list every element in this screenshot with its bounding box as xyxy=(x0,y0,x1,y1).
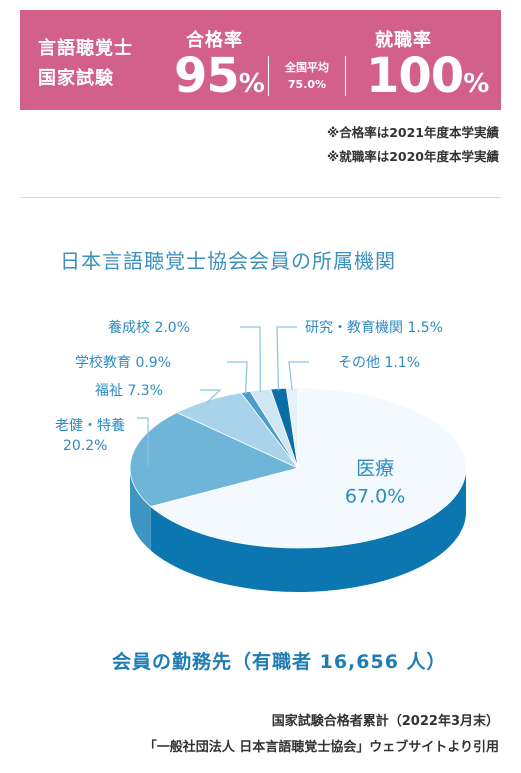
leader-その他 xyxy=(288,361,309,391)
pass-rate-value: 95% xyxy=(174,48,265,104)
exam-name-line2: 国家試験 xyxy=(38,68,114,89)
exam-name-line1: 言語聴覚士 xyxy=(38,38,133,59)
leader-養成校 xyxy=(240,326,261,393)
pie-slice-医療 xyxy=(149,387,467,549)
pass-rate-label: 合格率 xyxy=(186,30,243,51)
leader-老健-特養 xyxy=(137,417,149,466)
pie-slice-老健-特養 xyxy=(129,412,300,507)
employment-rate-percent: % xyxy=(463,69,489,99)
leader-福祉 xyxy=(200,389,222,404)
divider xyxy=(20,197,501,198)
chart-title: 日本言語聴覚士協会会員の所属機関 xyxy=(60,249,396,273)
leader-学校教育 xyxy=(227,361,248,395)
employment-rate-note: ※就職率は2020年度本学実績 xyxy=(327,149,499,164)
pie-side-医療 xyxy=(150,468,467,592)
label-name-老健-特養: 老健・特養 xyxy=(55,417,125,434)
exam-name: 言語聴覚士 国家試験 xyxy=(38,34,133,94)
label-養成校: 養成校 2.0% xyxy=(108,319,190,336)
label-研究-教育機関: 研究・教育機関 1.5% xyxy=(305,320,443,336)
employment-rate-label: 就職率 xyxy=(375,30,432,51)
source-line-1: 国家試験合格者累計（2022年3月末） xyxy=(271,714,499,729)
national-average: 全国平均 75.0% xyxy=(268,56,346,96)
label-学校教育: 学校教育 0.9% xyxy=(75,354,171,371)
results-banner: 言語聴覚士 国家試験 合格率 95% 全国平均 75.0% 就職率 100% xyxy=(20,10,501,110)
national-average-label: 全国平均 xyxy=(285,61,329,74)
national-average-value: 75.0% xyxy=(287,78,327,91)
pass-rate-percent: % xyxy=(238,69,265,99)
pass-rate-number: 95 xyxy=(174,48,240,104)
pie-chart: 医療 67.0% 老健・特養 20.2% 福祉 7.3% 学校教育 0.9% 養成校 2.0… xyxy=(55,319,467,592)
label-value-医療: 67.0% xyxy=(345,485,405,507)
employment-rate-number: 100 xyxy=(366,48,464,104)
pass-rate-note: ※合格率は2021年度本学実績 xyxy=(327,125,499,140)
chart-subtitle: 会員の勤務先（有職者 16,656 人） xyxy=(112,651,447,673)
label-福祉: 福祉 7.3% xyxy=(95,383,163,399)
label-name-医療: 医療 xyxy=(356,457,394,479)
employment-rate-value: 100% xyxy=(366,48,489,104)
label-value-老健-特養: 20.2% xyxy=(63,438,107,454)
leader-研究-教育機関 xyxy=(276,326,297,391)
source-line-2: 「一般社団法人 日本言語聴覚士協会」ウェブサイトより引用 xyxy=(143,740,499,755)
label-その他: その他 1.1% xyxy=(338,355,420,371)
